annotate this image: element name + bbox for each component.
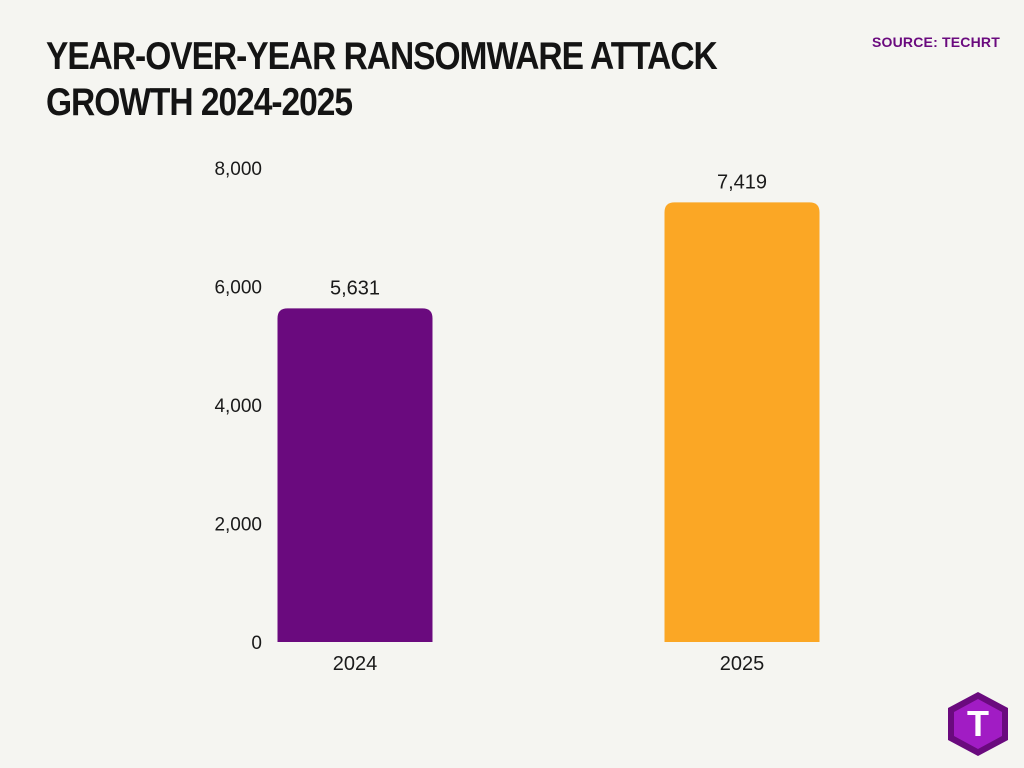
bar-data-labels: 5,631 7,419 xyxy=(330,171,767,299)
techrt-logo-icon: T xyxy=(948,692,1008,756)
bars xyxy=(277,202,820,642)
y-tick-label: 6,000 xyxy=(214,278,262,299)
y-axis-ticks: 0 2,000 4,000 6,000 8,000 xyxy=(214,159,262,654)
data-label-2025: 7,419 xyxy=(717,171,767,193)
source-label: SOURCE: TECHRT xyxy=(871,34,1000,50)
chart-title: YEAR-OVER-YEAR RANSOMWARE ATTACK GROWTH … xyxy=(46,35,718,124)
data-label-2024: 5,631 xyxy=(330,277,380,299)
x-axis-ticks: 2024 2025 xyxy=(333,653,765,675)
x-tick-label: 2025 xyxy=(720,653,765,675)
logo-hexagon-inner xyxy=(954,699,1002,749)
y-tick-label: 0 xyxy=(251,633,262,654)
y-tick-label: 8,000 xyxy=(214,159,262,180)
y-tick-label: 4,000 xyxy=(214,396,262,417)
logo-letter: T xyxy=(967,703,989,744)
x-tick-label: 2024 xyxy=(333,653,378,675)
bar-2025 xyxy=(664,202,820,642)
y-tick-label: 2,000 xyxy=(214,515,262,536)
bar-2024 xyxy=(277,308,433,642)
